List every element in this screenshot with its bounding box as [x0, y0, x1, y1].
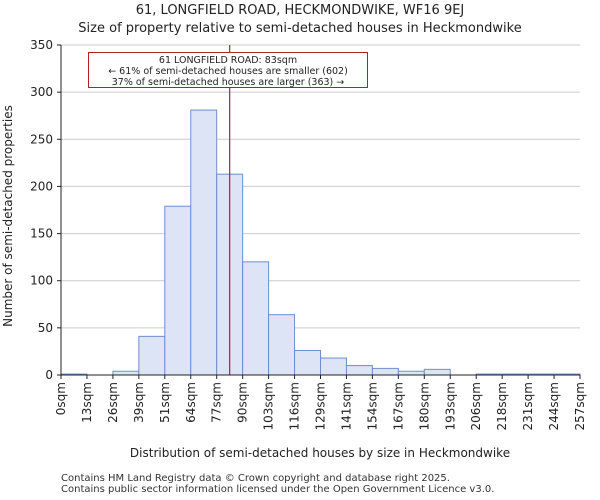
x-tick-label: 26sqm	[106, 382, 120, 423]
y-tick-label: 50	[38, 321, 53, 335]
axes	[60, 45, 580, 376]
bar	[371, 367, 399, 376]
bar	[112, 370, 140, 376]
y-tick-label: 250	[30, 132, 53, 146]
y-axis-label: Number of semi-detached properties	[1, 105, 15, 327]
bar	[294, 349, 321, 376]
y-tick-labels: 0 50 100 150 200 250 300 350	[30, 38, 61, 382]
chart-subtitle: Size of property relative to semi-detach…	[78, 21, 522, 36]
y-tick-label: 100	[30, 274, 53, 288]
x-axis-label: Distribution of semi-detached houses by …	[130, 446, 510, 460]
chart-title: 61, LONGFIELD ROAD, HECKMONDWIKE, WF16 9…	[135, 3, 465, 18]
bar	[242, 261, 270, 376]
x-tick-labels: 0sqm 13sqm 26sqm 39sqm 51sqm 64sqm 77sqm 90sqm 1…	[54, 375, 587, 430]
x-tick-label: 167sqm	[391, 382, 405, 430]
x-tick-label: 257sqm	[573, 382, 587, 430]
bar	[164, 205, 192, 376]
grid-lines	[61, 44, 580, 376]
x-tick-label: 193sqm	[443, 382, 457, 430]
x-tick-label: 116sqm	[288, 382, 302, 430]
x-tick-label: 154sqm	[365, 382, 379, 430]
bar	[320, 357, 347, 376]
x-tick-label: 141sqm	[339, 382, 353, 430]
x-tick-label: 103sqm	[262, 382, 276, 430]
x-tick-label: 39sqm	[132, 382, 146, 423]
bar	[423, 368, 451, 376]
y-tick-label: 350	[30, 38, 53, 52]
x-tick-label: 51sqm	[158, 382, 172, 423]
bar	[138, 335, 166, 376]
x-tick-label: 244sqm	[547, 382, 561, 430]
x-tick-label: 129sqm	[314, 382, 328, 430]
annotation-line-2: ← 61% of semi-detached houses are smalle…	[108, 66, 348, 77]
footer-line-1: Contains HM Land Registry data © Crown c…	[61, 473, 450, 484]
x-tick-label: 13sqm	[80, 382, 94, 423]
annotation-line-3: 37% of semi-detached houses are larger (…	[111, 77, 345, 88]
annotation-box: 61 LONGFIELD ROAD: 83sqm ← 61% of semi-d…	[88, 52, 368, 88]
bar	[345, 365, 373, 376]
annotation-line-1: 61 LONGFIELD ROAD: 83sqm	[158, 55, 298, 66]
x-tick-label: 0sqm	[54, 382, 68, 415]
x-tick-label: 218sqm	[495, 382, 509, 430]
y-tick-label: 300	[30, 85, 53, 99]
bar	[190, 109, 218, 376]
y-tick-label: 150	[30, 227, 53, 241]
bar	[268, 314, 296, 376]
x-tick-label: 231sqm	[521, 382, 535, 430]
x-tick-label: 77sqm	[210, 382, 224, 423]
footer-line-2: Contains public sector information licen…	[61, 484, 495, 495]
x-tick-label: 180sqm	[417, 382, 431, 430]
y-tick-label: 200	[30, 179, 53, 193]
bars	[60, 109, 581, 376]
x-tick-label: 90sqm	[236, 382, 250, 423]
x-tick-label: 64sqm	[184, 382, 198, 423]
x-tick-label: 206sqm	[469, 382, 483, 430]
bar	[397, 370, 425, 376]
y-tick-label: 0	[45, 368, 53, 382]
